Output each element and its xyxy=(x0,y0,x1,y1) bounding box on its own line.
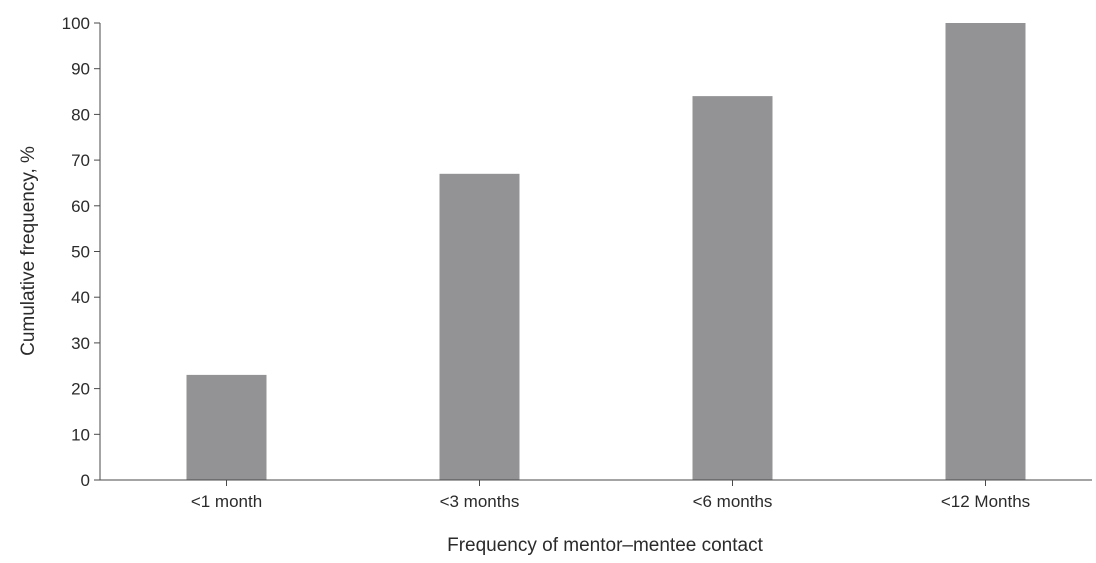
y-tick-label: 10 xyxy=(71,425,90,444)
y-ticks-group: 0 10 20 30 40 50 60 70 80 90 100 xyxy=(62,14,100,490)
bar-2 xyxy=(439,173,520,480)
bar-3 xyxy=(692,96,773,481)
y-tick-label: 30 xyxy=(71,334,90,353)
y-tick-label: 80 xyxy=(71,105,90,124)
x-axis-title: Frequency of mentor–mentee contact xyxy=(447,535,764,556)
y-tick-label: 0 xyxy=(81,471,90,490)
y-tick-label: 20 xyxy=(71,380,90,399)
x-tick-label: <3 months xyxy=(440,492,520,511)
x-tick-label: <12 Months xyxy=(941,492,1030,511)
bar-4 xyxy=(945,23,1026,480)
bar-1 xyxy=(186,374,267,480)
y-tick-label: 70 xyxy=(71,151,90,170)
x-tick-label: <1 month xyxy=(191,492,262,511)
y-tick-label: 40 xyxy=(71,288,90,307)
bars-group xyxy=(186,23,1026,481)
x-ticks-group: <1 month <3 months <6 months <12 Months xyxy=(191,480,1030,511)
y-tick-label: 50 xyxy=(71,243,90,262)
y-tick-label: 100 xyxy=(62,14,90,33)
x-tick-label: <6 months xyxy=(693,492,773,511)
y-axis-title: Cumulative frequency, % xyxy=(18,146,39,356)
y-tick-label: 90 xyxy=(71,60,90,79)
y-tick-label: 60 xyxy=(71,197,90,216)
